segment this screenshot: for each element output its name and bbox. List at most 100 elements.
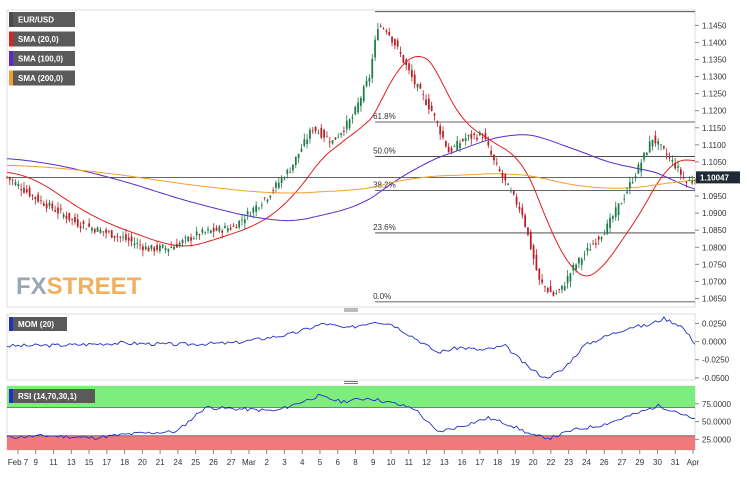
candle-body (544, 286, 546, 288)
x-tick-label: 12 (422, 458, 431, 467)
candle-body (416, 84, 419, 88)
legend-label: MOM (20) (18, 320, 54, 329)
x-tick-label: Apr (687, 458, 700, 467)
candle-body (289, 171, 292, 173)
candle-body (68, 212, 71, 221)
candle-body (566, 276, 569, 284)
candle-body (453, 145, 456, 147)
candle-body (430, 105, 433, 111)
candle-body (34, 196, 37, 199)
candle-body (597, 236, 600, 240)
x-tick-label: 24 (173, 458, 182, 467)
candle-body (292, 164, 294, 171)
candle-body (450, 148, 453, 152)
candle-body (269, 195, 272, 198)
candle-body (45, 203, 48, 209)
candle-body (385, 30, 388, 32)
candle-body (303, 139, 306, 146)
candle-body (173, 246, 175, 250)
candle-body (241, 219, 243, 221)
mom-line (6, 316, 696, 379)
candle-body (614, 207, 617, 218)
candle-body (410, 69, 413, 78)
x-tick-label: 17 (475, 458, 484, 467)
candle-body (246, 211, 249, 215)
candle-body (127, 237, 130, 241)
candle-body (142, 246, 144, 251)
legend-item: SMA (100,0) (9, 51, 75, 66)
candle-body (419, 83, 422, 89)
candle-body (59, 208, 62, 210)
candle-body (170, 247, 173, 248)
candle-body (541, 279, 543, 283)
candle-body (470, 133, 473, 139)
x-tick-label: 13 (440, 458, 449, 467)
candle-body (6, 176, 8, 178)
candle-body (592, 243, 594, 245)
legend-item: RSI (14,70,30,1) (9, 389, 95, 403)
candle-body (306, 139, 308, 145)
candle-body (371, 58, 374, 79)
y-tick-label: 1.1100 (702, 141, 726, 150)
fib-level-label: 23.6% (373, 223, 396, 232)
rsi-line (6, 393, 696, 441)
candle-body (116, 236, 119, 238)
candle-body (612, 216, 614, 219)
candle-body (266, 199, 269, 202)
candle-body (439, 125, 442, 135)
candle-body (694, 180, 696, 182)
candle-body (54, 210, 57, 212)
candle-body (283, 178, 286, 180)
candle-body (436, 121, 439, 123)
candle-body (40, 200, 42, 202)
candle-body (394, 38, 396, 46)
x-tick-label: 27 (617, 458, 626, 467)
candle-body (232, 226, 235, 227)
candle-body (331, 140, 334, 144)
candle-body (76, 219, 79, 227)
y-tick-label: -0.0500 (702, 374, 730, 383)
candle-body (25, 189, 28, 193)
candle-body (487, 141, 490, 146)
candle-body (272, 190, 275, 191)
y-tick-label: 75.0000 (702, 400, 731, 409)
y-tick-label: 1.1350 (702, 56, 727, 65)
candle-body (334, 137, 337, 140)
candle-body (147, 247, 150, 252)
legend-label: RSI (14,70,30,1) (18, 392, 77, 401)
candle-body (31, 195, 34, 196)
candle-body (159, 245, 161, 251)
candle-body (388, 32, 391, 36)
sma-100-line (6, 134, 696, 222)
candle-body (96, 227, 99, 232)
candle-body (538, 268, 541, 280)
sma-200-line (6, 164, 696, 194)
candle-body (408, 63, 410, 71)
candle-body (113, 235, 116, 238)
candle-body (277, 182, 280, 188)
candle-body (164, 247, 167, 250)
candle-body (657, 141, 660, 145)
candle-body (504, 173, 507, 181)
legend-item: MOM (20) (9, 317, 67, 331)
candle-body (447, 146, 450, 153)
candle-body (603, 234, 606, 235)
x-tick-label: 21 (156, 458, 165, 467)
candle-body (402, 55, 405, 63)
candle-body (521, 207, 524, 216)
y-tick-label: -0.0250 (702, 356, 730, 365)
candle-body (671, 160, 674, 162)
candle-body (640, 162, 643, 172)
candle-body (192, 238, 195, 239)
legend-item: SMA (20,0) (9, 31, 75, 47)
candle-body (161, 244, 164, 248)
x-tick-label: 20 (529, 458, 538, 467)
candle-body (478, 132, 481, 136)
candle-body (119, 236, 122, 238)
candle-body (243, 219, 246, 224)
candle-body (65, 215, 68, 219)
legend-label: SMA (200,0) (18, 74, 63, 83)
candle-body (433, 113, 436, 116)
fib-level-label: 50.0% (373, 146, 396, 155)
candle-body (493, 154, 495, 161)
